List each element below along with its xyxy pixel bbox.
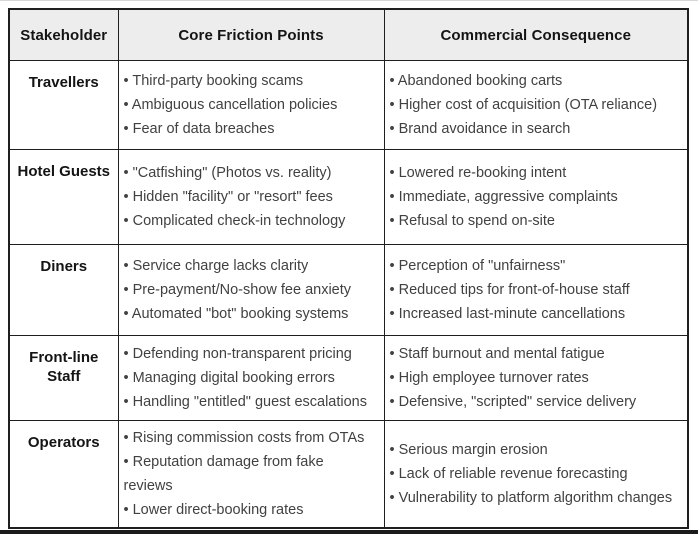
stakeholder-friction-table: Stakeholder Core Friction Points Commerc… bbox=[8, 8, 689, 529]
list-item: • Automated "bot" booking systems bbox=[123, 306, 349, 322]
header-row: Stakeholder Core Friction Points Commerc… bbox=[8, 8, 689, 61]
list-item: • Lower direct-booking rates bbox=[123, 501, 304, 518]
list-item: • Higher cost of acquisition (OTA relian… bbox=[389, 97, 658, 113]
cell-friction-travellers: • Third-party booking scams • Ambiguous … bbox=[117, 60, 385, 150]
cell-stakeholder-diners: Diners bbox=[8, 244, 119, 336]
list-item: • Vulnerability to platform algorithm ch… bbox=[389, 489, 673, 506]
list-item: • Ambiguous cancellation policies bbox=[123, 97, 338, 113]
list-item: • Lack of reliable revenue forecasting bbox=[389, 465, 628, 482]
list-item: • Handling "entitled" guest escalations bbox=[123, 394, 368, 410]
list-item: • Hidden "facility" or "resort" fees bbox=[123, 189, 333, 205]
cell-consequence-front-line-staff: • Staff burnout and mental fatigue • Hig… bbox=[383, 335, 689, 421]
list-item: • Perception of "unfairness" bbox=[389, 258, 566, 274]
column-header-commercial-consequence: Commercial Consequence bbox=[383, 8, 689, 61]
column-header-stakeholder: Stakeholder bbox=[8, 8, 119, 61]
top-edge-hairline bbox=[0, 0, 698, 1]
list-item: • Immediate, aggressive complaints bbox=[389, 189, 618, 205]
table-row-operators: Operators • Rising commission costs from… bbox=[8, 420, 689, 528]
list-item: • Complicated check-in technology bbox=[123, 213, 346, 229]
table-row-hotel-guests: Hotel Guests • "Catfishing" (Photos vs. … bbox=[8, 149, 689, 245]
list-item: • Managing digital booking errors bbox=[123, 370, 335, 386]
list-item: • "Catfishing" (Photos vs. reality) bbox=[123, 165, 332, 181]
list-item: • Pre-payment/No-show fee anxiety bbox=[123, 282, 352, 298]
list-item: • Increased last-minute cancellations bbox=[389, 306, 626, 322]
list-item: • Third-party booking scams bbox=[123, 73, 304, 89]
cell-consequence-hotel-guests: • Lowered re-booking intent • Immediate,… bbox=[383, 149, 689, 245]
list-item: • Defending non-transparent pricing bbox=[123, 346, 352, 362]
list-item: • Fear of data breaches bbox=[123, 121, 275, 137]
table-row-travellers: Travellers • Third-party booking scams •… bbox=[8, 60, 689, 150]
list-item: • Reduced tips for front-of-house staff bbox=[389, 282, 630, 298]
list-item: • Defensive, "scripted" service delivery bbox=[389, 394, 637, 410]
list-item: • Brand avoidance in search bbox=[389, 121, 571, 137]
cell-consequence-diners: • Perception of "unfairness" • Reduced t… bbox=[383, 244, 689, 336]
list-item: • Lowered re-booking intent bbox=[389, 165, 567, 181]
cell-stakeholder-operators: Operators bbox=[8, 420, 119, 528]
cell-consequence-operators: • Serious margin erosion • Lack of relia… bbox=[383, 420, 689, 528]
list-item: • Abandoned booking carts bbox=[389, 73, 563, 89]
list-item: • Reputation damage from fake reviews bbox=[123, 453, 324, 494]
list-item: • Service charge lacks clarity bbox=[123, 258, 309, 274]
cell-stakeholder-hotel-guests: Hotel Guests bbox=[8, 149, 119, 245]
cell-friction-front-line-staff: • Defending non-transparent pricing • Ma… bbox=[117, 335, 385, 421]
cell-stakeholder-front-line-staff: Front-line Staff bbox=[8, 335, 119, 421]
cell-friction-operators: • Rising commission costs from OTAs • Re… bbox=[117, 420, 385, 528]
list-item: • High employee turnover rates bbox=[389, 370, 589, 386]
bottom-edge-bar bbox=[0, 530, 698, 534]
list-item: • Serious margin erosion bbox=[389, 441, 548, 458]
list-item: • Staff burnout and mental fatigue bbox=[389, 346, 605, 362]
list-item: • Rising commission costs from OTAs bbox=[123, 429, 365, 446]
column-header-core-friction-points: Core Friction Points bbox=[117, 8, 385, 61]
table-row-diners: Diners • Service charge lacks clarity • … bbox=[8, 244, 689, 336]
table-row-front-line-staff: Front-line Staff • Defending non-transpa… bbox=[8, 335, 689, 421]
cell-consequence-travellers: • Abandoned booking carts • Higher cost … bbox=[383, 60, 689, 150]
cell-friction-diners: • Service charge lacks clarity • Pre-pay… bbox=[117, 244, 385, 336]
cell-friction-hotel-guests: • "Catfishing" (Photos vs. reality) • Hi… bbox=[117, 149, 385, 245]
list-item: • Refusal to spend on-site bbox=[389, 213, 555, 229]
cell-stakeholder-travellers: Travellers bbox=[8, 60, 119, 150]
